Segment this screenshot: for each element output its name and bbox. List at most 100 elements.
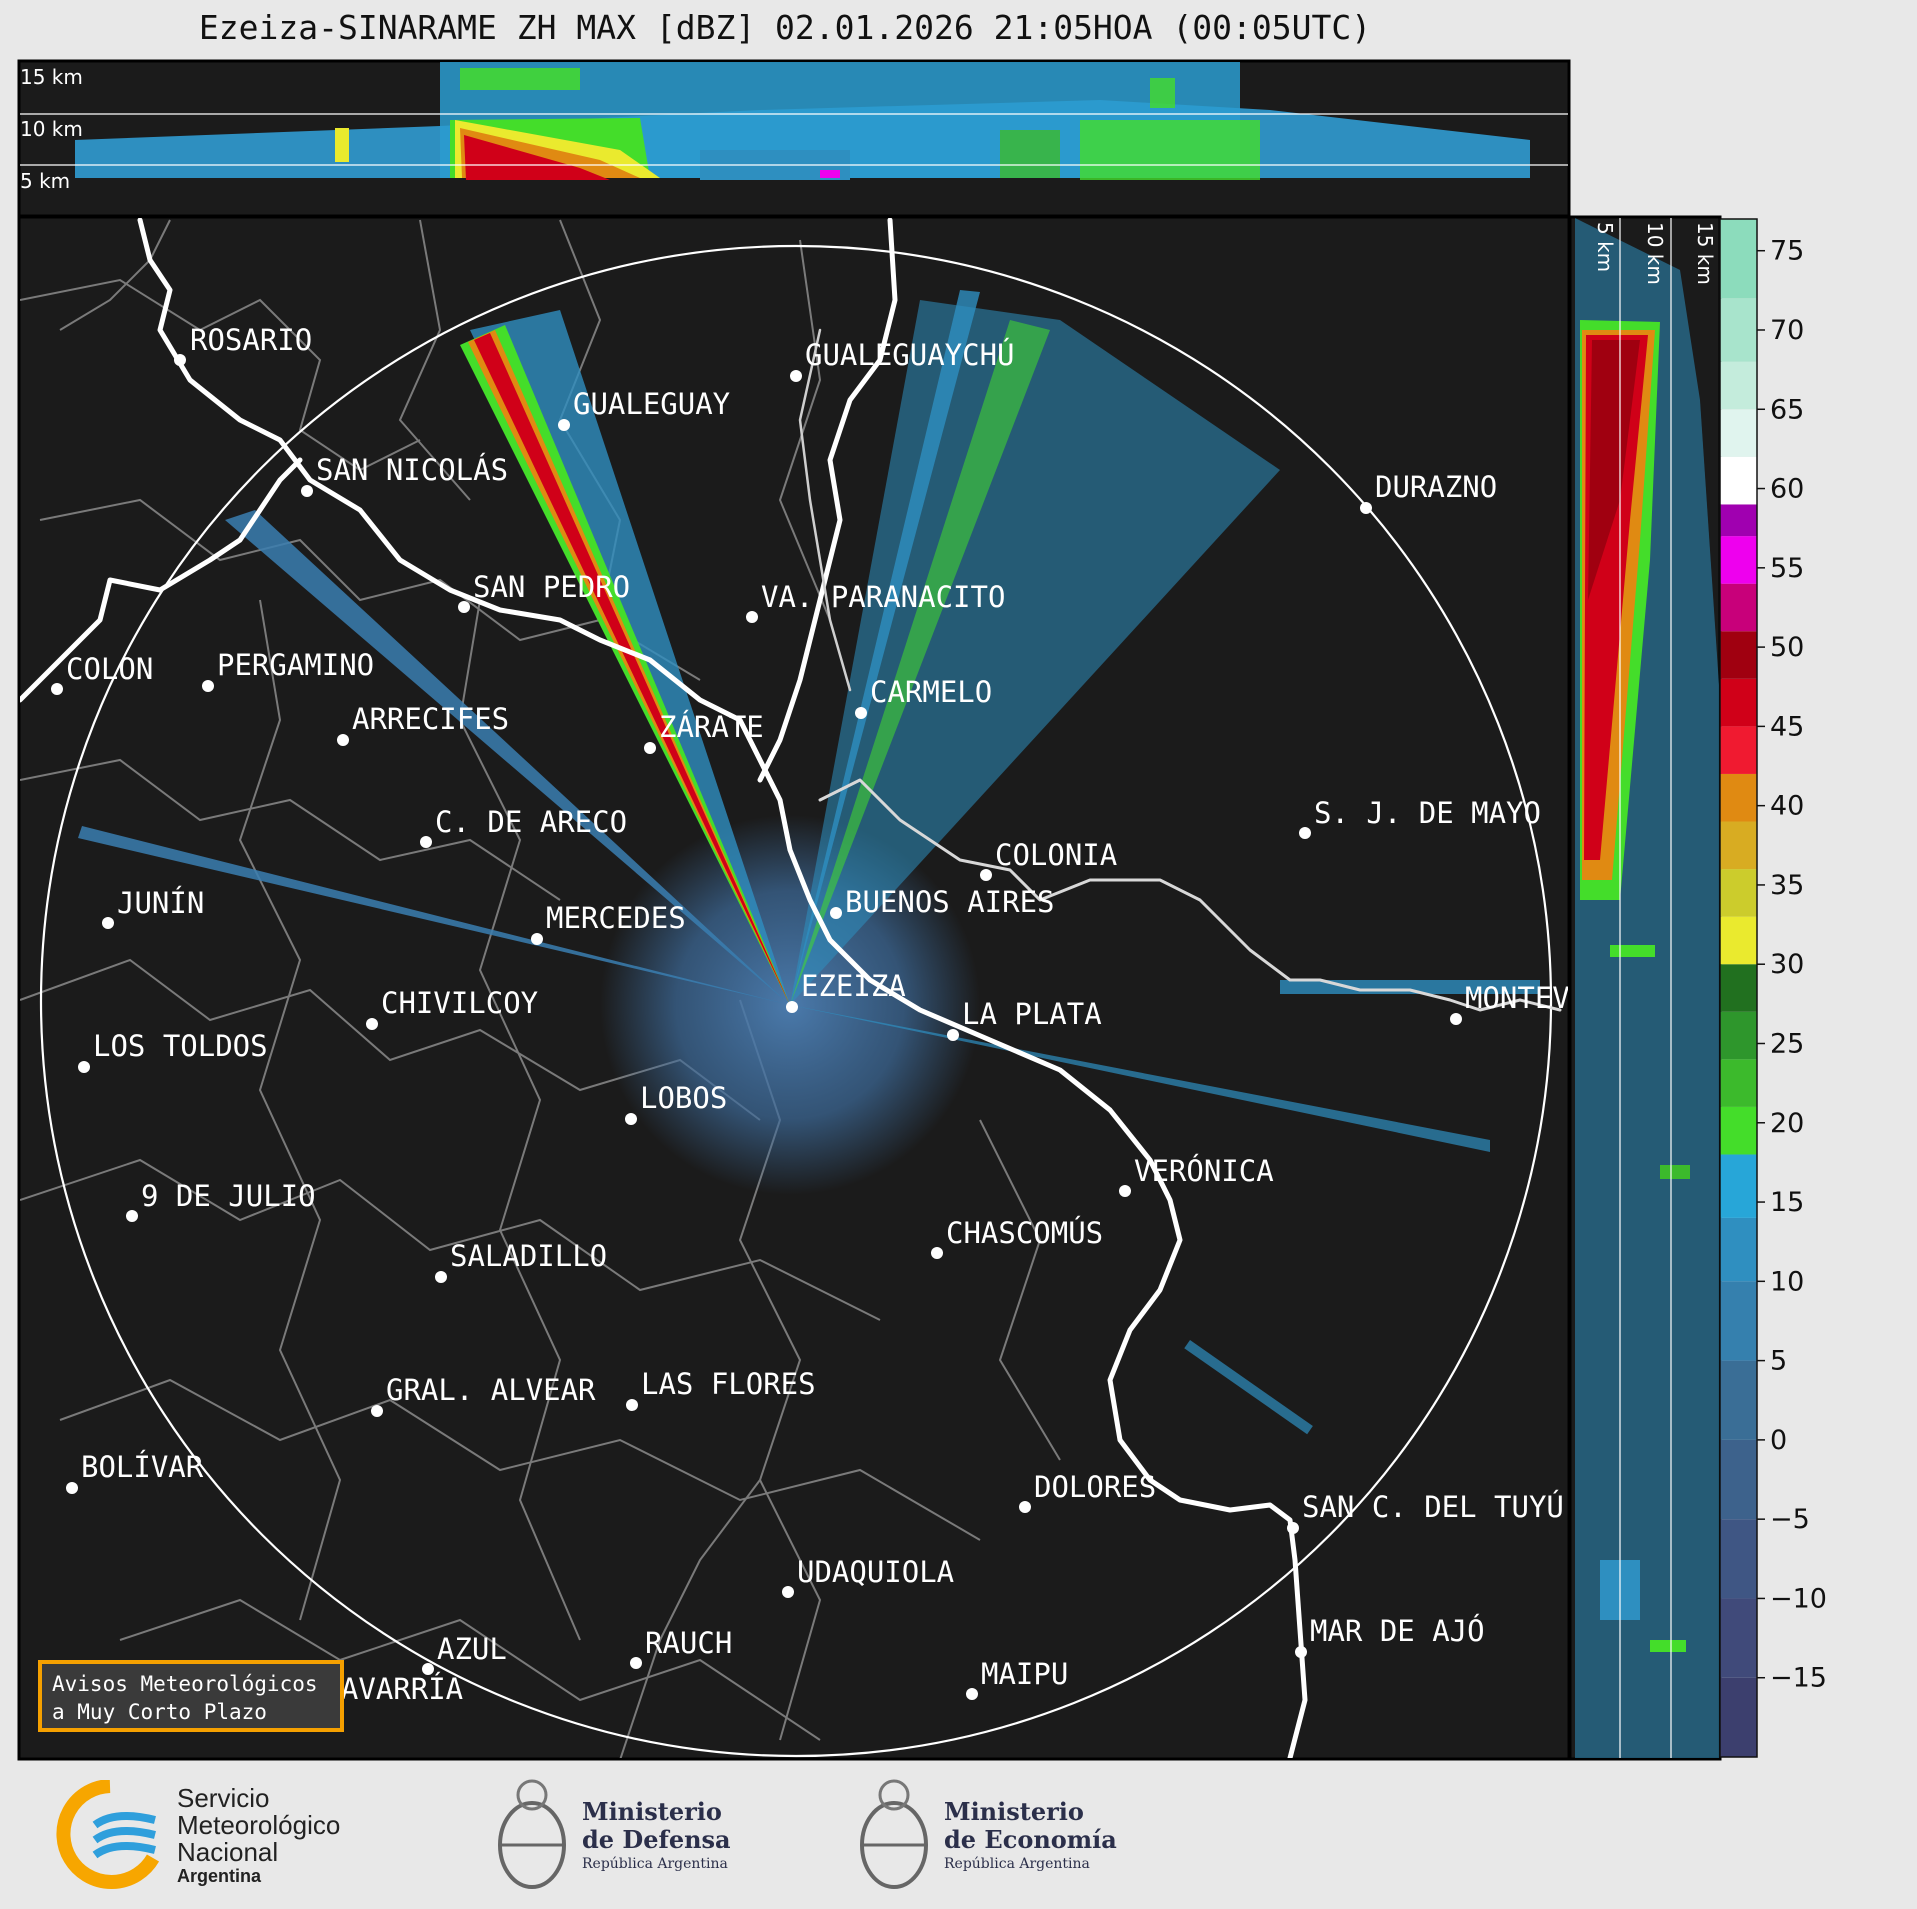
city-dolores: DOLORES (1019, 1470, 1156, 1513)
colorbar-tick-label: 25 (1770, 1028, 1804, 1059)
colorbar-tick-label: 50 (1770, 632, 1804, 663)
smn-line-3: Nacional (177, 1837, 279, 1867)
city-label: VERÓNICA (1134, 1154, 1274, 1188)
city-label: ARRECIFES (352, 702, 509, 736)
city-label: DURAZNO (1375, 470, 1497, 504)
colorbar-band (1720, 1519, 1757, 1599)
colorbar-band (1720, 504, 1757, 537)
colorbar-band (1720, 219, 1757, 299)
city-gualeguaychu: GUALEGUAYCHÚ (790, 338, 1015, 382)
city-durazno: DURAZNO (1360, 470, 1497, 514)
aviso-line-1: Avisos Meteorológicos (52, 1672, 318, 1696)
city-san-pedro: SAN PEDRO (458, 570, 630, 613)
range-ring (39, 244, 1553, 1758)
colorbar-band (1720, 821, 1757, 870)
smn-logo-icon (56, 1779, 160, 1889)
colorbar-tick-label: 15 (1770, 1187, 1804, 1218)
city-label: LA PLATA (962, 997, 1102, 1031)
economia-logo: Ministerio de Economía República Argenti… (852, 1770, 1132, 1900)
city-label: SAN C. DEL TUYÚ (1302, 1490, 1564, 1524)
coastlines (20, 218, 1562, 1758)
city-label: BOLÍVAR (81, 1450, 204, 1484)
city-arrecifes: ARRECIFES (337, 702, 509, 746)
city-azul: AZUL (422, 1632, 507, 1675)
city-c-de-areco: C. DE ARECO (420, 805, 627, 848)
colorbar-tick-label: −15 (1770, 1663, 1827, 1694)
colorbar-band (1720, 869, 1757, 917)
city-udaquiola: UDAQUIOLA (782, 1555, 954, 1598)
city-label: ZÁRATE (659, 710, 764, 744)
city-mar-de-ajo: MAR DE AJÓ (1295, 1614, 1485, 1658)
side-label-5km: 5 km (1593, 222, 1617, 272)
economia-line-1: Ministerio (944, 1797, 1084, 1826)
city-label: CHASCOMÚS (946, 1216, 1103, 1250)
city-9-de-julio: 9 DE JULIO (126, 1179, 316, 1222)
city-markers: ROSARIO GUALEGUAYCHÚ GUALEGUAY SAN NICOL… (51, 323, 1568, 1715)
city-gualeguay: GUALEGUAY (558, 387, 730, 431)
colorbar-band (1720, 298, 1757, 362)
colorbar-tick-label: 75 (1770, 236, 1804, 267)
city-label: LAS FLORES (641, 1367, 816, 1401)
colorbar-tick-label: 35 (1770, 870, 1804, 901)
city-label: S. J. DE MAYO (1314, 796, 1541, 830)
city-label: COLON (66, 652, 153, 686)
smn-line-2: Meteorológico (177, 1810, 341, 1840)
city-label: ROSARIO (190, 323, 312, 357)
top-label-10km: 10 km (20, 117, 83, 141)
city-label: MERCEDES (546, 901, 686, 935)
colorbar-band (1720, 773, 1757, 822)
city-mercedes: MERCEDES (531, 901, 686, 945)
colorbar-tick-label: 40 (1770, 791, 1804, 822)
colorbar-tick-label: 30 (1770, 949, 1804, 980)
city-label: 9 DE JULIO (141, 1179, 316, 1213)
colorbar-tick-label: 5 (1770, 1346, 1787, 1377)
colorbar-band (1720, 916, 1757, 965)
colorbar-band (1720, 409, 1757, 457)
city-san-c-del-tuyu: SAN C. DEL TUYÚ (1287, 1490, 1564, 1534)
city-rauch: RAUCH (630, 1626, 732, 1669)
city-label: GUALEGUAYCHÚ (805, 338, 1015, 372)
colorbar-tick-label: 70 (1770, 315, 1804, 346)
colorbar-band (1720, 361, 1757, 410)
smn-line-1: Servicio (177, 1783, 270, 1813)
city-label: LOBOS (640, 1081, 727, 1115)
city-label: JUNÍN (117, 886, 204, 920)
top-cross-section-panel: 15 km 10 km 5 km (17, 59, 1571, 218)
colorbar-band (1720, 631, 1757, 679)
city-lobos: LOBOS (625, 1081, 727, 1125)
city-buenos-aires: BUENOS AIRES (830, 885, 1055, 919)
city-label: PERGAMINO (217, 648, 374, 682)
page-title: Ezeiza-SINARAME ZH MAX [dBZ] 02.01.2026 … (198, 8, 1372, 47)
city-label: VA. PARANACITO (761, 580, 1005, 614)
colorbar-band (1720, 536, 1757, 584)
city-zarate: ZÁRATE (644, 710, 764, 754)
shield-icon (860, 1779, 928, 1889)
colorbar-band (1720, 1360, 1757, 1440)
side-label-15km: 15 km (1693, 222, 1717, 285)
city-colonia: COLONIA (980, 838, 1117, 881)
economia-line-3: República Argentina (944, 1856, 1090, 1872)
city-label: MAR DE AJÓ (1310, 1614, 1485, 1648)
defensa-logo: Ministerio de Defensa República Argentin… (490, 1770, 750, 1900)
defensa-line-3: República Argentina (582, 1856, 728, 1872)
colorbar-band (1720, 964, 1757, 1012)
city-label: CARMELO (870, 675, 992, 709)
city-la-plata: LA PLATA (947, 997, 1102, 1041)
city-label: BUENOS AIRES (845, 885, 1055, 919)
city-label: AZUL (437, 1632, 507, 1666)
city-label: SAN PEDRO (473, 570, 630, 604)
aviso-badge[interactable]: Avisos Meteorológicos a Muy Corto Plazo (38, 1660, 344, 1732)
city-label: SALADILLO (450, 1239, 607, 1273)
colorbar-band (1720, 1439, 1757, 1520)
city-san-nicolas: SAN NICOLÁS (301, 453, 508, 497)
city-veronica: VERÓNICA (1119, 1154, 1274, 1197)
district-boundaries (20, 219, 1061, 1758)
city-bolivar: BOLÍVAR (66, 1450, 204, 1494)
colorbar-band (1720, 1217, 1757, 1282)
city-carmelo: CARMELO (855, 675, 992, 719)
city-label: EZEIZA (801, 969, 906, 1003)
colorbar-tick-label: −10 (1770, 1583, 1827, 1614)
city-label: LOS TOLDOS (93, 1029, 268, 1063)
city-label: CHIVILCOY (381, 986, 538, 1020)
